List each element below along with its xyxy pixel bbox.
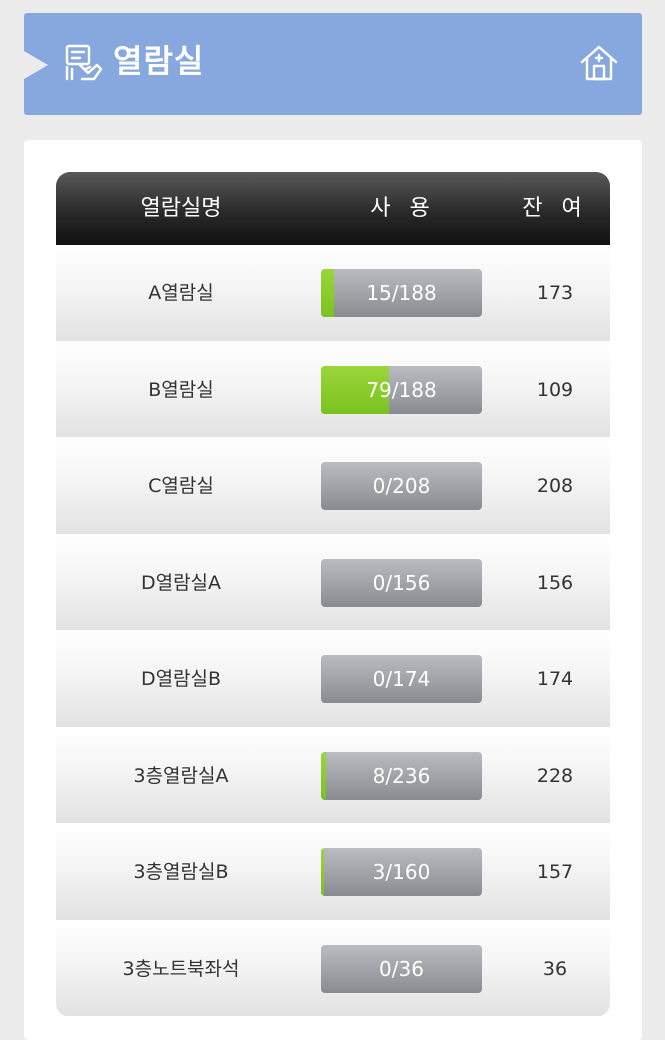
table-header: 열람실명 사 용 잔 여 <box>56 172 610 245</box>
usage-progress-fill <box>321 365 389 414</box>
room-name: A열람실 <box>148 282 214 304</box>
room-name: C열람실 <box>148 475 214 497</box>
usage-progress-bar: 0/156 <box>321 558 482 607</box>
usage-label: 0/174 <box>372 667 431 691</box>
header-notch <box>24 51 48 79</box>
remaining-seats: 228 <box>536 764 574 787</box>
remaining-seats: 156 <box>536 571 574 594</box>
usage-label: 15/188 <box>366 281 437 305</box>
usage-label: 3/160 <box>372 860 431 884</box>
table-body: A열람실 15/188 173 B열람실 79/188 109 C열람실 0/208 208 D열… <box>56 245 610 1017</box>
home-icon <box>579 45 619 87</box>
usage-label: 8/236 <box>372 763 431 788</box>
remaining-seats: 173 <box>536 282 574 304</box>
column-header-usage: 사 용 <box>370 196 436 221</box>
usage-progress-bar: 79/188 <box>321 365 482 414</box>
usage-label: 79/188 <box>366 377 437 402</box>
usage-progress-fill <box>321 848 325 896</box>
room-name: 3층열람실B <box>133 861 229 883</box>
reading-room-table: 열람실명 사 용 잔 여 A열람실 15/188 173 B열람실 79/188 109 C… <box>56 172 610 1017</box>
usage-label: 0/208 <box>372 474 431 498</box>
table-row[interactable]: B열람실 79/188 109 <box>56 341 610 438</box>
room-name: D열람실B <box>140 668 222 690</box>
usage-progress-bar: 0/36 <box>321 944 482 993</box>
usage-progress-fill <box>321 269 334 317</box>
table-row[interactable]: A열람실 15/188 173 <box>56 245 610 342</box>
remaining-seats: 208 <box>536 475 574 497</box>
table-row[interactable]: D열람실B 0/174 174 <box>56 631 610 728</box>
table-row[interactable]: C열람실 0/208 208 <box>56 438 610 535</box>
page-title: 열람실 <box>113 42 205 80</box>
room-name: 3층열람실A <box>133 764 229 787</box>
usage-label: 0/36 <box>379 956 424 981</box>
usage-progress-bar: 8/236 <box>321 751 482 800</box>
table-row[interactable]: 3층열람실A 8/236 228 <box>56 727 610 824</box>
table-row[interactable]: 3층노트북좌석 0/36 36 <box>56 920 610 1017</box>
table-row[interactable]: D열람실A 0/156 156 <box>56 534 610 631</box>
usage-progress-fill <box>321 751 327 800</box>
usage-progress-bar: 3/160 <box>321 848 482 896</box>
home-button[interactable] <box>579 43 619 83</box>
column-header-name: 열람실명 <box>140 196 222 221</box>
usage-progress-bar: 0/208 <box>321 462 482 510</box>
content-card: 열람실명 사 용 잔 여 A열람실 15/188 173 B열람실 79/188 109 C… <box>24 140 642 1040</box>
column-header-remaining: 잔 여 <box>522 196 588 221</box>
usage-progress-bar: 0/174 <box>321 655 482 703</box>
usage-label: 0/156 <box>372 570 431 595</box>
remaining-seats: 174 <box>536 668 574 690</box>
page-header: 열람실 <box>24 13 642 115</box>
remaining-seats: 109 <box>536 378 574 401</box>
table-row[interactable]: 3층열람실B 3/160 157 <box>56 824 610 921</box>
room-name: B열람실 <box>148 378 214 401</box>
remaining-seats: 157 <box>536 861 574 883</box>
reading-room-icon <box>64 43 104 83</box>
usage-progress-bar: 15/188 <box>321 269 482 317</box>
room-name: D열람실A <box>140 571 222 594</box>
remaining-seats: 36 <box>542 957 568 980</box>
room-name: 3층노트북좌석 <box>122 957 240 980</box>
